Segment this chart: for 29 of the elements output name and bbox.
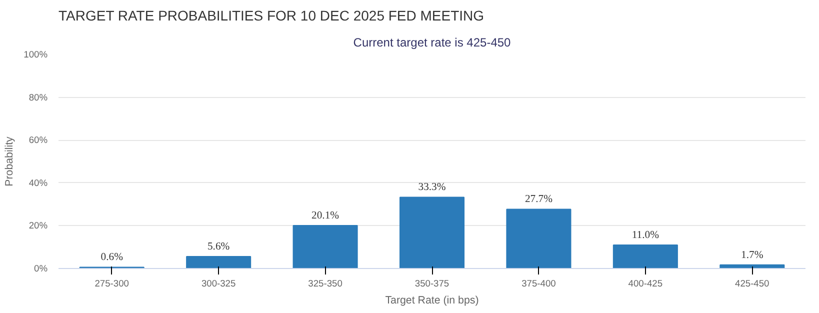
data-label: 1.7% xyxy=(741,250,764,261)
x-tick-label: 425-450 xyxy=(735,278,770,288)
data-label: 0.6% xyxy=(100,252,124,264)
y-tick-label: 100% xyxy=(24,50,48,60)
data-label: 5.6% xyxy=(207,242,230,253)
x-tick-label: 400-425 xyxy=(628,278,663,288)
data-label: 27.7% xyxy=(524,194,553,206)
data-label: 33.3% xyxy=(418,182,446,194)
y-tick-label: 20% xyxy=(28,220,48,231)
x-tick-label: 300-325 xyxy=(201,278,236,288)
data-label: 11.0% xyxy=(632,230,660,241)
bar xyxy=(292,224,358,268)
bar xyxy=(506,208,572,268)
data-label: 20.1% xyxy=(312,210,340,222)
x-tick-label: 275-300 xyxy=(94,278,129,288)
y-tick-label: 80% xyxy=(28,92,48,102)
chart-title: TARGET RATE PROBABILITIES FOR 10 DEC 2025 FED MEETING xyxy=(58,8,484,24)
bar xyxy=(612,244,678,268)
chart-subtitle: Current target rate is 425-450 xyxy=(353,36,512,50)
y-tick-label: 40% xyxy=(28,178,48,188)
x-axis-title: Target Rate (in bps) xyxy=(385,294,479,306)
y-tick-label: 0% xyxy=(34,264,48,274)
bar xyxy=(399,196,465,268)
x-tick-label: 375-400 xyxy=(522,278,556,288)
x-tick-label: 325-350 xyxy=(308,278,342,288)
bar xyxy=(186,256,252,268)
x-tick-label: 350-375 xyxy=(414,278,450,288)
y-axis-title: Probability xyxy=(4,136,16,186)
y-tick-label: 60% xyxy=(28,135,48,146)
